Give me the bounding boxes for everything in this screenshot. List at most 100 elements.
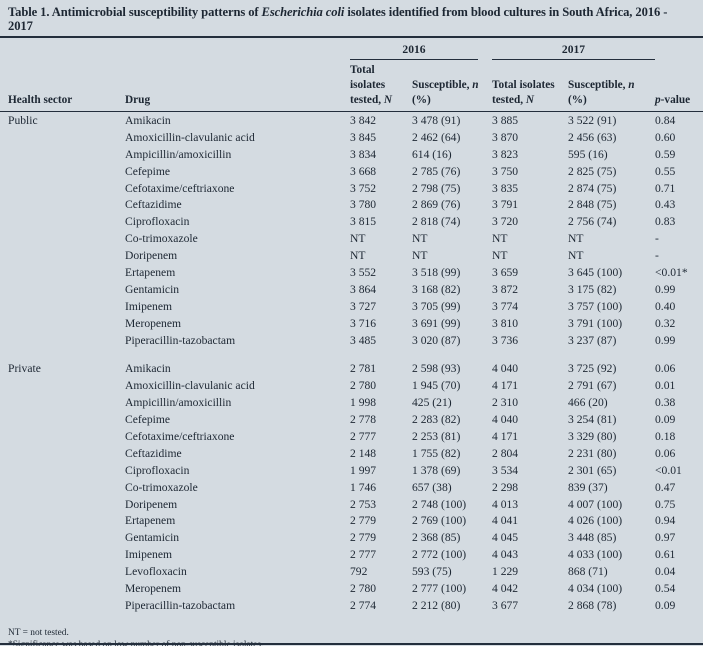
cell-health-sector	[8, 497, 125, 514]
cell-susceptible-2016: 657 (38)	[412, 480, 452, 494]
table-row: Levofloxacin 792 593 (75) 1 229 868 (71) 0.04	[0, 564, 703, 581]
cell-susceptible-2017: 2 825 (75)	[568, 164, 617, 178]
cell-susceptible-2017: 839 (37)	[568, 480, 608, 494]
cell-susceptible-2016: 2 748 (100)	[412, 497, 467, 511]
cell-susceptible-2016: 3 518 (99)	[412, 266, 461, 280]
cell-health-sector	[8, 463, 125, 480]
cell-drug: Ertapenem	[125, 266, 176, 280]
cell-susceptible-2016: NT	[412, 232, 428, 246]
cell-drug: Gentamicin	[125, 282, 180, 296]
cell-health-sector	[8, 530, 125, 547]
cell-p-value: 0.47	[655, 480, 676, 494]
cell-drug: Amoxicillin-clavulanic acid	[125, 379, 255, 393]
cell-susceptible-2017: 466 (20)	[568, 396, 608, 410]
cell-total-2017: 4 171	[492, 379, 519, 393]
cell-drug: Co-trimoxazole	[125, 480, 198, 494]
cell-total-2017: NT	[492, 232, 508, 246]
cell-susceptible-2017: 2 756 (74)	[568, 215, 617, 229]
cell-susceptible-2016: 2 462 (64)	[412, 130, 461, 144]
cell-p-value: 0.94	[655, 514, 676, 528]
table-row: Ceftazidime 3 780 2 869 (76) 3 791 2 848 (75…	[0, 197, 703, 214]
col-header-total-2017: Total isolates tested, N	[492, 79, 555, 106]
cell-p-value: 0.71	[655, 181, 676, 195]
cell-total-2016: 2 780	[350, 379, 377, 393]
cell-total-2017: 3 720	[492, 215, 519, 229]
cell-susceptible-2016: 2 769 (100)	[412, 514, 467, 528]
cell-susceptible-2016: 2 777 (100)	[412, 582, 467, 596]
cell-total-2016: NT	[350, 249, 366, 263]
cell-susceptible-2016: 1 755 (82)	[412, 446, 461, 460]
cell-health-sector	[8, 282, 125, 299]
cell-health-sector	[8, 147, 125, 164]
cell-susceptible-2017: 4 007 (100)	[568, 497, 623, 511]
table-row: Doripenem 2 753 2 748 (100) 4 013 4 007 (100…	[0, 497, 703, 514]
cell-health-sector	[8, 231, 125, 248]
cell-drug: Amoxicillin-clavulanic acid	[125, 130, 255, 144]
cell-susceptible-2016: 3 168 (82)	[412, 282, 461, 296]
cell-susceptible-2016: 2 368 (85)	[412, 531, 461, 545]
cell-susceptible-2016: 3 705 (99)	[412, 299, 461, 313]
table-row: Private Amikacin 2 781 2 598 (93) 4 040 3 725…	[0, 361, 703, 378]
cell-total-2017: 3 870	[492, 130, 519, 144]
cell-susceptible-2016: 425 (21)	[412, 396, 452, 410]
cell-drug: Cefepime	[125, 413, 171, 427]
year-group-header-row: 2016 2017	[0, 43, 703, 60]
cell-drug: Ampicillin/amoxicillin	[125, 396, 232, 410]
cell-susceptible-2017: 4 034 (100)	[568, 582, 623, 596]
cell-p-value: 0.18	[655, 430, 676, 444]
cell-susceptible-2017: NT	[568, 249, 584, 263]
cell-susceptible-2016: 3 020 (87)	[412, 333, 461, 347]
cell-health-sector	[8, 429, 125, 446]
cell-drug: Ceftazidime	[125, 198, 182, 212]
table-title-suffix: isolates identified from blood cultures …	[8, 5, 668, 33]
cell-p-value: 0.83	[655, 215, 676, 229]
cell-total-2016: 3 815	[350, 215, 377, 229]
cell-susceptible-2016: 2 253 (81)	[412, 430, 461, 444]
cell-p-value: 0.09	[655, 598, 676, 612]
cell-total-2016: 2 777	[350, 548, 377, 562]
table-row: Cefepime 3 668 2 785 (76) 3 750 2 825 (75) 0.…	[0, 164, 703, 181]
cell-susceptible-2016: 2 212 (80)	[412, 598, 461, 612]
cell-total-2016: 2 777	[350, 430, 377, 444]
cell-total-2016: 2 779	[350, 531, 377, 545]
cell-susceptible-2017: 2 791 (67)	[568, 379, 617, 393]
table-row: Piperacillin-tazobactam 3 485 3 020 (87) 3 …	[0, 333, 703, 350]
cell-total-2016: 2 780	[350, 582, 377, 596]
cell-health-sector	[8, 130, 125, 147]
table-row: Cefotaxime/ceftriaxone 2 777 2 253 (81) 4 1…	[0, 429, 703, 446]
cell-drug: Meropenem	[125, 316, 182, 330]
cell-susceptible-2017: 2 868 (78)	[568, 598, 617, 612]
cell-health-sector	[8, 299, 125, 316]
cell-p-value: 0.43	[655, 198, 676, 212]
table-row: Ceftazidime 2 148 1 755 (82) 2 804 2 231 (80…	[0, 446, 703, 463]
col-header-drug: Drug	[125, 94, 151, 106]
cell-drug: Imipenem	[125, 548, 173, 562]
cell-drug: Doripenem	[125, 497, 178, 511]
cell-susceptible-2017: 3 791 (100)	[568, 316, 623, 330]
cell-susceptible-2016: 2 798 (75)	[412, 181, 461, 195]
cell-drug: Cefepime	[125, 164, 171, 178]
cell-drug: Ertapenem	[125, 514, 176, 528]
cell-susceptible-2016: 2 772 (100)	[412, 548, 467, 562]
cell-total-2017: 4 013	[492, 497, 519, 511]
cell-total-2017: 4 171	[492, 430, 519, 444]
cell-p-value: 0.84	[655, 114, 676, 127]
cell-p-value: <0.01	[655, 463, 682, 477]
table-row: Gentamicin 3 864 3 168 (82) 3 872 3 175 (82)…	[0, 282, 703, 299]
footnote-nt: NT = not tested.	[8, 627, 69, 638]
cell-total-2016: 3 864	[350, 282, 377, 296]
cell-p-value: 0.04	[655, 565, 676, 579]
table-row: Public Amikacin 3 842 3 478 (91) 3 885 3 522 …	[0, 113, 703, 130]
cell-drug: Ciprofloxacin	[125, 215, 190, 229]
cell-susceptible-2016: 2 869 (76)	[412, 198, 461, 212]
cell-total-2017: 3 823	[492, 147, 519, 161]
cell-total-2016: 2 781	[350, 362, 377, 376]
cell-drug: Doripenem	[125, 249, 178, 263]
cell-health-sector	[8, 395, 125, 412]
table-row: Ciprofloxacin 1 997 1 378 (69) 3 534 2 301 (…	[0, 463, 703, 480]
table-row: Doripenem NT NT NT NT -	[0, 248, 703, 265]
cell-p-value: 0.75	[655, 497, 676, 511]
table-row: Meropenem 2 780 2 777 (100) 4 042 4 034 (100…	[0, 581, 703, 598]
cell-susceptible-2017: NT	[568, 232, 584, 246]
cell-p-value: -	[655, 232, 659, 246]
